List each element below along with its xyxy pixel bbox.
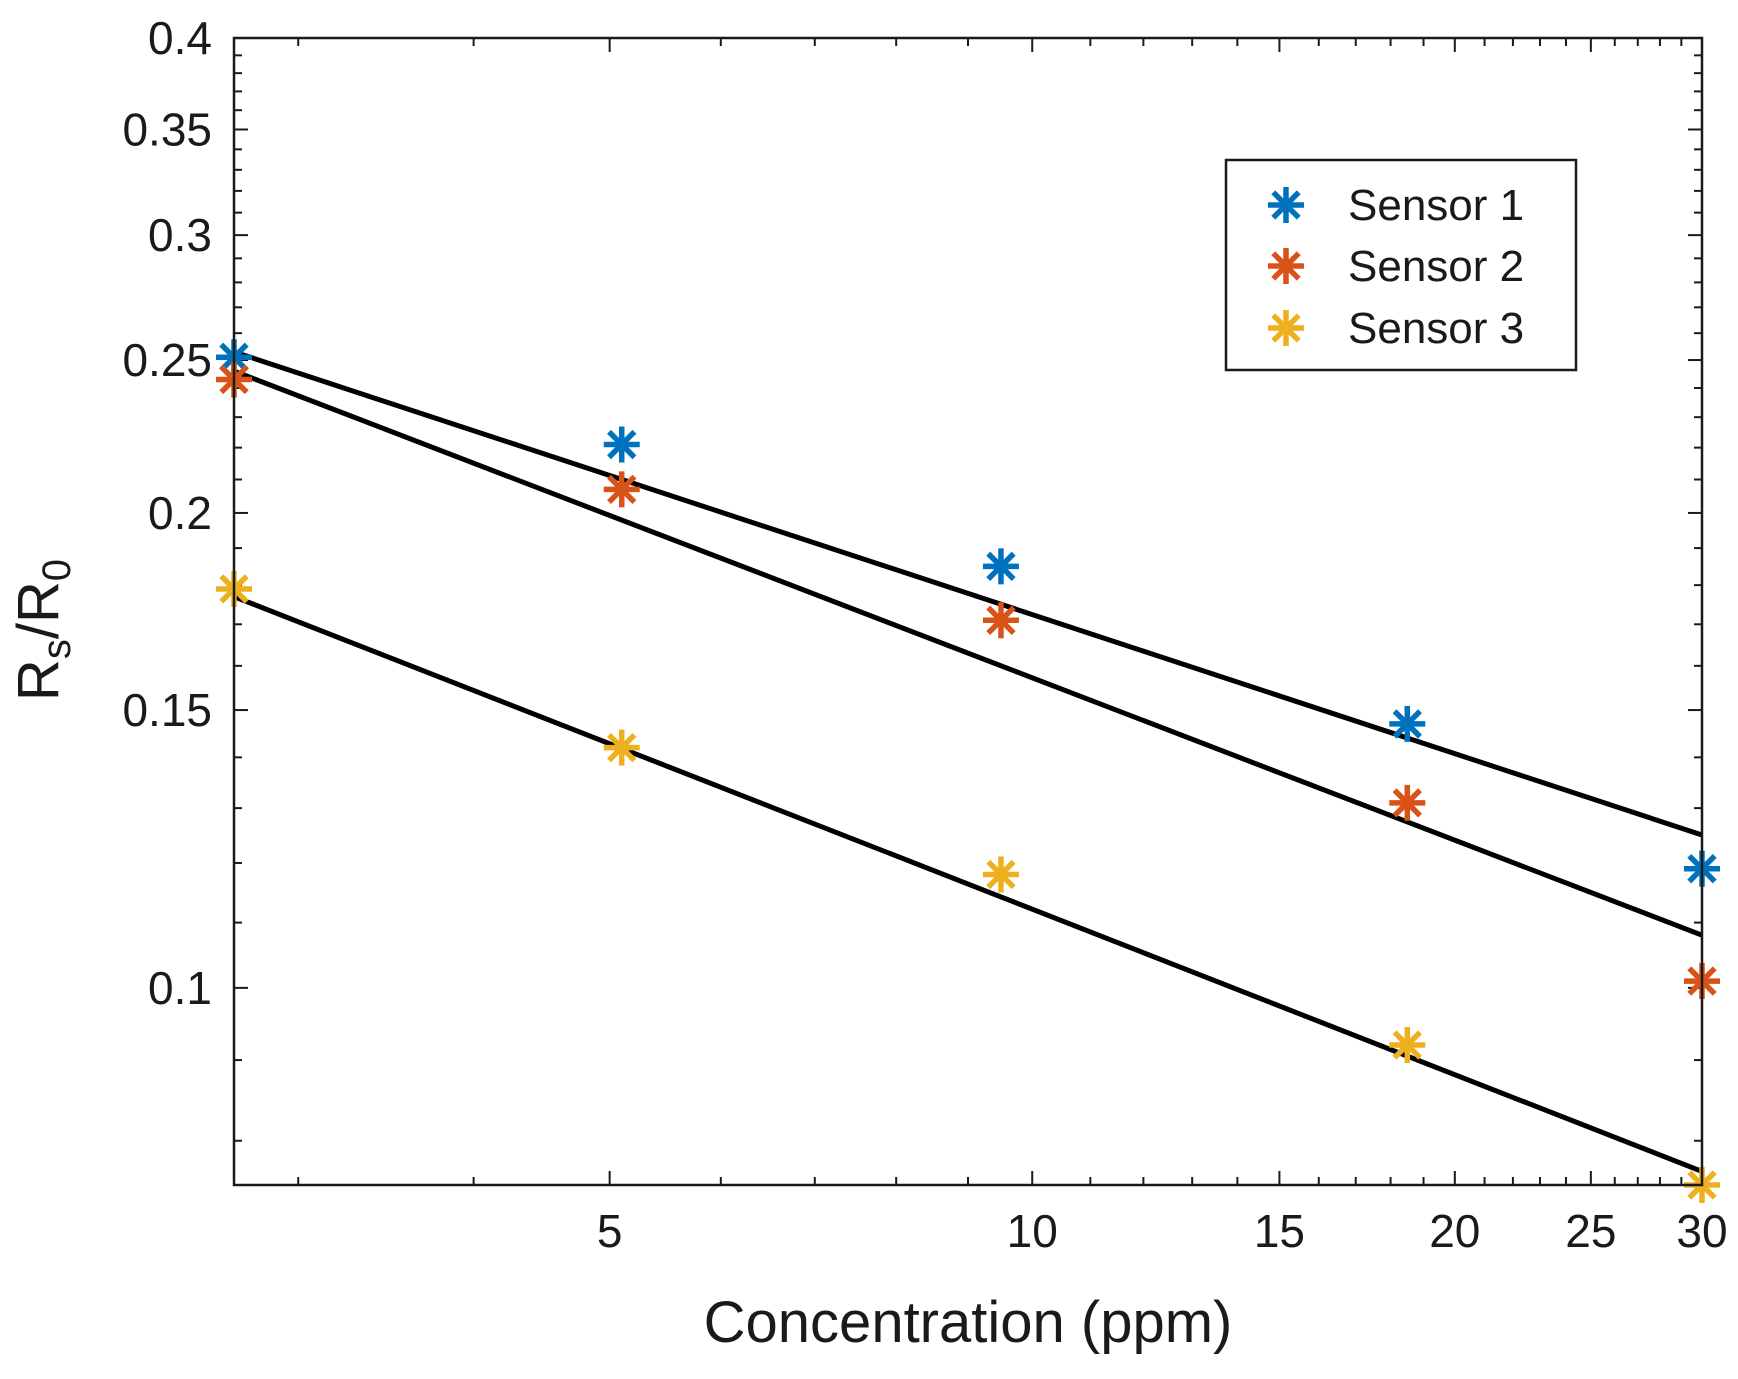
data-point-series-3	[982, 856, 1019, 893]
data-point-series-1	[603, 426, 640, 463]
legend-label-sensor-3: Sensor 3	[1348, 304, 1524, 353]
legend-item-sensor-2: Sensor 2	[1268, 242, 1524, 291]
x-tick-label: 30	[1676, 1205, 1727, 1257]
x-tick-label: 15	[1254, 1205, 1305, 1257]
y-axis-label: Rs/R0	[6, 559, 79, 701]
x-tick-label: 5	[597, 1205, 623, 1257]
y-axis-label-mid: /R	[6, 581, 71, 639]
x-axis-label: Concentration (ppm)	[704, 1290, 1233, 1355]
fit-line-series-1	[233, 349, 1703, 838]
data-point-series-1	[1389, 705, 1426, 742]
plot-area-frame	[232, 36, 1704, 1187]
y-tick-label: 0.2	[148, 487, 212, 539]
legend-asterisk-icon	[1268, 187, 1304, 223]
x-tick-label: 25	[1565, 1205, 1616, 1257]
y-tick-label: 0.25	[122, 334, 212, 386]
y-tick-label: 0.1	[148, 962, 212, 1014]
x-tick-label: 20	[1429, 1205, 1480, 1257]
legend-asterisk-icon	[1268, 310, 1304, 346]
legend-label-sensor-1: Sensor 1	[1348, 181, 1524, 230]
data-point-series-3	[603, 729, 640, 766]
legend: Sensor 1 Sensor 2 Sensor 3	[1224, 158, 1578, 372]
legend-asterisk-icon	[1268, 248, 1304, 284]
data-point-series-2	[982, 602, 1019, 639]
legend-item-sensor-3: Sensor 3	[1268, 304, 1524, 353]
y-axis-label-main: R	[6, 659, 71, 701]
y-tick-label: 0.15	[122, 684, 212, 736]
data-point-series-1	[982, 548, 1019, 585]
legend-item-sensor-1: Sensor 1	[1268, 181, 1524, 230]
data-point-series-2	[1389, 784, 1426, 821]
legend-marker-sensor-1	[1268, 187, 1304, 223]
x-tick-labels: 5 10 15 20 25 30	[597, 1205, 1728, 1257]
y-tick-labels: 0.1 0.15 0.2 0.25 0.3 0.35 0.4	[122, 12, 212, 1014]
legend-marker-sensor-2	[1268, 248, 1304, 284]
axis-ticks	[234, 37, 1703, 1185]
data-markers	[216, 339, 1720, 1203]
y-tick-label: 0.35	[122, 103, 212, 155]
legend-label-sensor-2: Sensor 2	[1348, 242, 1524, 291]
data-point-series-2	[603, 471, 640, 508]
x-tick-label: 10	[1007, 1205, 1058, 1257]
legend-marker-sensor-3	[1268, 310, 1304, 346]
y-axis-label-sub1: s	[35, 639, 79, 659]
y-tick-label: 0.3	[148, 209, 212, 261]
data-point-series-3	[1389, 1027, 1426, 1064]
fit-lines	[233, 349, 1703, 1174]
y-tick-label: 0.4	[148, 12, 212, 64]
fit-line-series-2	[233, 368, 1703, 938]
y-axis-label-sub2: 0	[35, 559, 79, 581]
fit-line-series-3	[233, 594, 1703, 1174]
